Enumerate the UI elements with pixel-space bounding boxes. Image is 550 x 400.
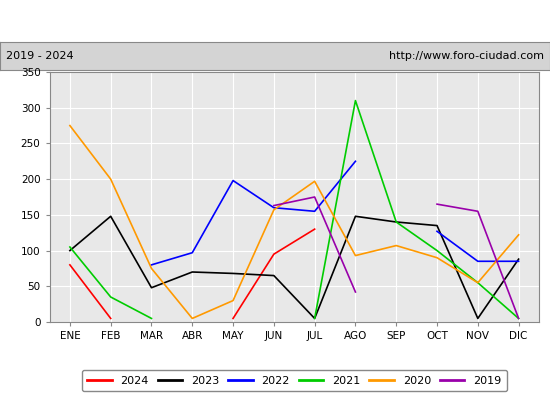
Legend: 2024, 2023, 2022, 2021, 2020, 2019: 2024, 2023, 2022, 2021, 2020, 2019 xyxy=(81,370,507,392)
Text: Evolucion Nº Turistas Nacionales en el municipio de Castil de Peones: Evolucion Nº Turistas Nacionales en el m… xyxy=(0,14,550,28)
Text: http://www.foro-ciudad.com: http://www.foro-ciudad.com xyxy=(389,51,544,61)
Text: 2019 - 2024: 2019 - 2024 xyxy=(6,51,73,61)
